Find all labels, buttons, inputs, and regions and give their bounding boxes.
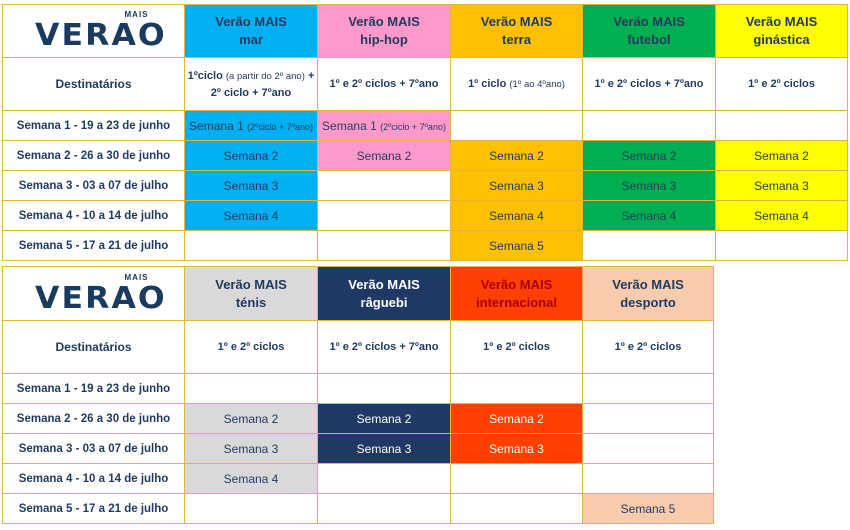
- program-header-ginastica: Verão MAIS ginástica: [715, 4, 848, 58]
- week-cell-mar: Semana 1 (2ºciclo + 7ºano): [184, 110, 318, 141]
- week-label: Semana 5 - 17 a 21 de julho: [2, 493, 185, 524]
- week-cell-hiphop: Semana 2: [317, 140, 451, 171]
- program-header-raguebi: Verão MAIS râguebi: [317, 266, 451, 321]
- week-cell-empty: [450, 493, 583, 524]
- week-cell-futebol: Semana 3: [582, 170, 716, 201]
- week-cell-empty: [184, 373, 318, 404]
- week-cell-empty: [582, 230, 716, 261]
- program-header-desporto: Verão MAIS desporto: [582, 266, 714, 321]
- week-cell-hiphop: Semana 1 (2ºciclo + 7ºano): [317, 110, 451, 141]
- logo-cell: MAIS VERAO: [2, 4, 185, 58]
- week-cell-futebol: Semana 2: [582, 140, 716, 171]
- dest-terra: 1º ciclo (1º ao 4ºano): [450, 57, 583, 111]
- verao-mais-logo: MAIS VERAO: [34, 10, 167, 53]
- week-label: Semana 2 - 26 a 30 de junho: [2, 140, 185, 171]
- week-cell-empty: [582, 463, 714, 494]
- week-label: Semana 2 - 26 a 30 de junho: [2, 403, 185, 434]
- week-label: Semana 1 - 19 a 23 de junho: [2, 373, 185, 404]
- week-cell-empty: [582, 373, 714, 404]
- week-cell-terra: Semana 5: [450, 230, 583, 261]
- week-cell-terra: Semana 4: [450, 200, 583, 231]
- week-cell-ginastica: Semana 4: [715, 200, 848, 231]
- week-label: Semana 3 - 03 a 07 de julho: [2, 433, 185, 464]
- week-cell-empty: [715, 230, 848, 261]
- week-cell-empty: [317, 230, 451, 261]
- week-cell-mar: Semana 2: [184, 140, 318, 171]
- dest-internacional: 1º e 2º ciclos: [450, 320, 583, 374]
- schedule-table-1: MAIS VERAO Verão MAIS mar Verão MAIS hip-h…: [2, 4, 848, 261]
- week-cell-terra: Semana 3: [450, 170, 583, 201]
- week-cell-raguebi: Semana 2: [317, 403, 451, 434]
- dest-raguebi: 1º e 2º ciclos + 7ºano: [317, 320, 451, 374]
- week-cell-empty: [317, 493, 451, 524]
- logo-cell: MAIS VERAO: [2, 266, 185, 321]
- week-cell-futebol: Semana 4: [582, 200, 716, 231]
- week-cell-ginastica: Semana 3: [715, 170, 848, 201]
- schedule-table-2: MAIS VERAO Verão MAIS ténis Verão MAIS râg…: [2, 266, 714, 524]
- week-cell-tenis: Semana 4: [184, 463, 318, 494]
- week-cell-empty: [715, 110, 848, 141]
- week-label: Semana 3 - 03 a 07 de julho: [2, 170, 185, 201]
- program-header-internacional: Verão MAIS internacional: [450, 266, 583, 321]
- week-cell-mar: Semana 3: [184, 170, 318, 201]
- program-header-hiphop: Verão MAIS hip-hop: [317, 4, 451, 58]
- week-cell-empty: [317, 373, 451, 404]
- week-label: Semana 4 - 10 a 14 de julho: [2, 463, 185, 494]
- verao-mais-logo: MAIS VERAO: [34, 272, 167, 316]
- week-cell-empty: [450, 463, 583, 494]
- week-cell-empty: [450, 110, 583, 141]
- dest-ginastica: 1º e 2º ciclos: [715, 57, 848, 111]
- week-cell-ginastica: Semana 2: [715, 140, 848, 171]
- program-header-tenis: Verão MAIS ténis: [184, 266, 318, 321]
- week-label: Semana 5 - 17 a 21 de julho: [2, 230, 185, 261]
- week-cell-internacional: Semana 3: [450, 433, 583, 464]
- week-cell-internacional: Semana 2: [450, 403, 583, 434]
- week-cell-desporto: Semana 5: [582, 493, 714, 524]
- dest-tenis: 1º e 2º ciclos: [184, 320, 318, 374]
- program-header-mar: Verão MAIS mar: [184, 4, 318, 58]
- week-cell-tenis: Semana 2: [184, 403, 318, 434]
- week-cell-raguebi: Semana 3: [317, 433, 451, 464]
- week-cell-tenis: Semana 3: [184, 433, 318, 464]
- week-label: Semana 1 - 19 a 23 de junho: [2, 110, 185, 141]
- dest-mar: 1ºciclo (a partir do 2º ano) + 2º ciclo …: [184, 57, 318, 111]
- week-cell-mar: Semana 4: [184, 200, 318, 231]
- week-cell-empty: [184, 493, 318, 524]
- week-cell-terra: Semana 2: [450, 140, 583, 171]
- week-cell-empty: [582, 403, 714, 434]
- week-cell-empty: [450, 373, 583, 404]
- destinatarios-label: Destinatários: [2, 320, 185, 374]
- program-header-futebol: Verão MAIS futebol: [582, 4, 716, 58]
- program-header-terra: Verão MAIS terra: [450, 4, 583, 58]
- week-cell-empty: [582, 110, 716, 141]
- dest-desporto: 1º e 2º ciclos: [582, 320, 714, 374]
- dest-hiphop: 1º e 2º ciclos + 7ºano: [317, 57, 451, 111]
- week-cell-empty: [317, 463, 451, 494]
- destinatarios-label: Destinatários: [2, 57, 185, 111]
- dest-futebol: 1º e 2º ciclos + 7ºano: [582, 57, 716, 111]
- week-label: Semana 4 - 10 a 14 de julho: [2, 200, 185, 231]
- week-cell-empty: [317, 170, 451, 201]
- week-cell-empty: [317, 200, 451, 231]
- week-cell-empty: [582, 433, 714, 464]
- week-cell-empty: [184, 230, 318, 261]
